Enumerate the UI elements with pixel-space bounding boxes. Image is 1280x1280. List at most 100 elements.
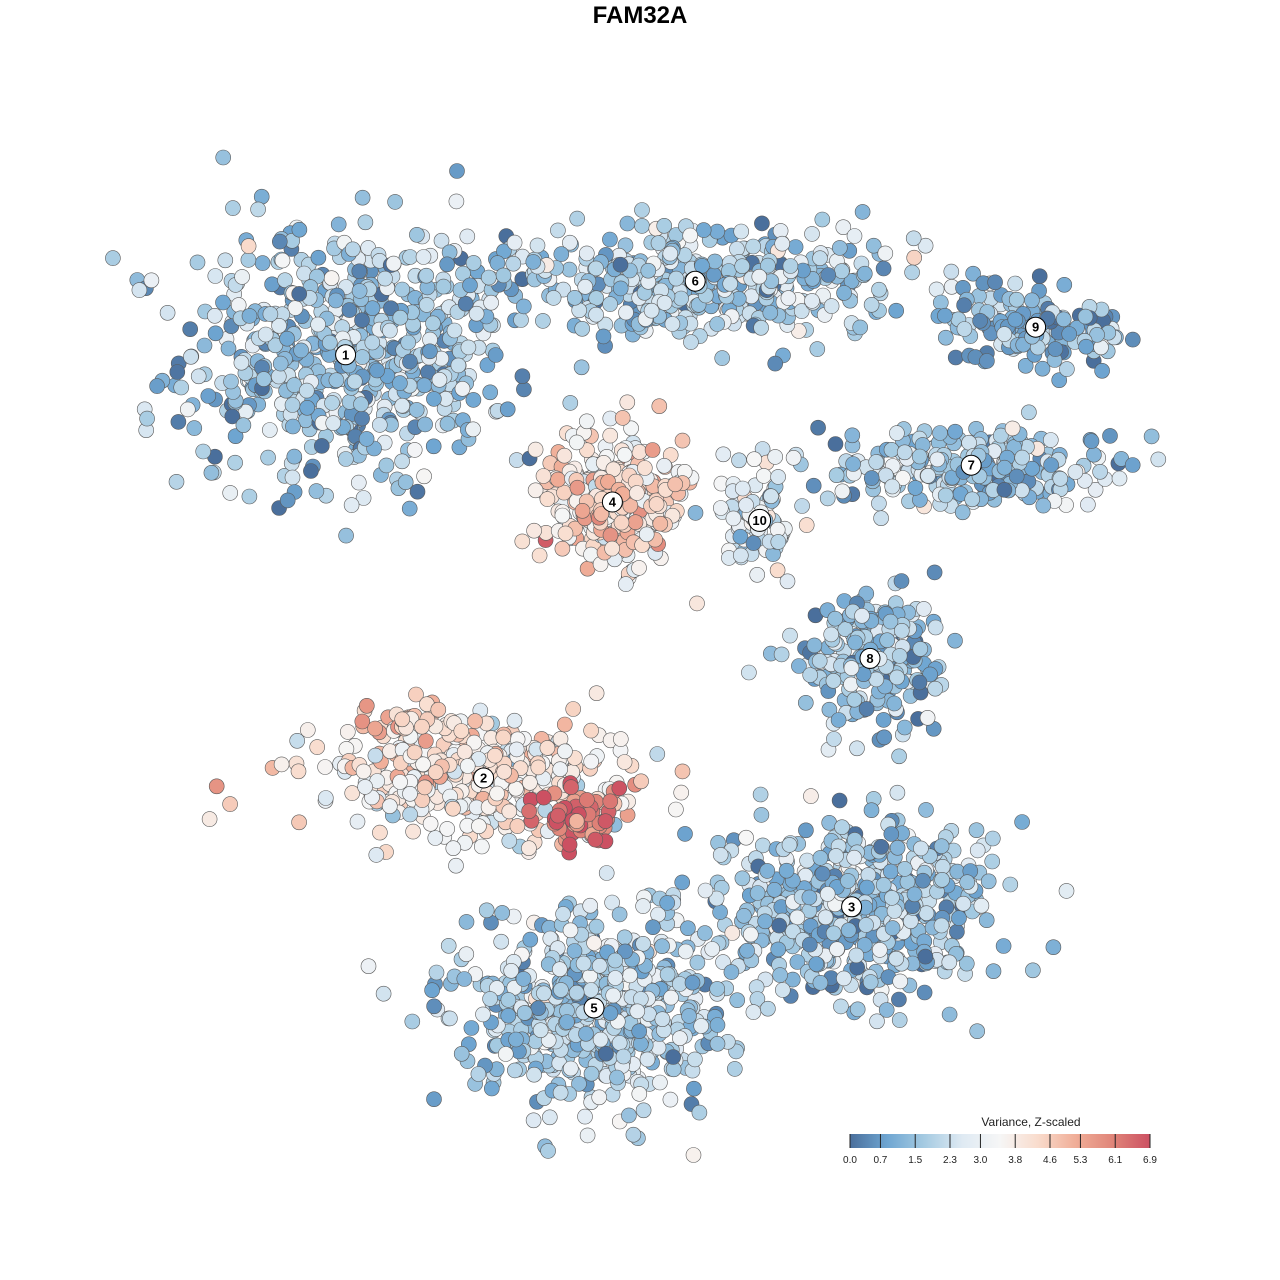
cell-point	[798, 517, 815, 533]
cell-point	[725, 510, 742, 527]
cell-point	[634, 218, 650, 234]
cell-point	[545, 290, 562, 306]
cell-point	[662, 1091, 679, 1108]
cell-point	[1143, 428, 1160, 445]
chart-title: FAM32A	[592, 2, 688, 29]
cell-point	[668, 801, 684, 818]
cell-point	[689, 595, 705, 612]
cell-point	[749, 885, 766, 901]
cell-point	[956, 297, 972, 314]
cell-point	[355, 490, 372, 506]
cell-point	[668, 270, 685, 287]
cell-point	[250, 201, 266, 218]
cell-point	[639, 1051, 656, 1068]
cell-point	[611, 906, 628, 923]
cell-point	[496, 763, 513, 780]
cell-point	[487, 747, 503, 764]
cell-point	[159, 304, 176, 321]
cell-point	[284, 469, 301, 486]
cell-point	[234, 269, 250, 285]
cell-point	[439, 256, 455, 273]
cell-point	[592, 1031, 609, 1048]
cell-point	[568, 984, 585, 1001]
cell-point	[820, 267, 837, 283]
cell-point	[189, 254, 206, 271]
cell-point	[430, 701, 447, 718]
cell-point	[926, 564, 943, 581]
cell-point	[627, 514, 644, 531]
cell-point	[809, 341, 826, 357]
cell-point	[139, 410, 155, 427]
cell-point	[267, 337, 284, 354]
legend-tick-label: 3.8	[1008, 1155, 1022, 1166]
cell-point	[781, 837, 798, 853]
cell-point	[865, 237, 882, 254]
cell-point	[578, 245, 595, 262]
cell-point	[465, 255, 482, 271]
cell-point	[501, 803, 518, 820]
cell-point	[471, 818, 487, 835]
cell-point	[828, 467, 845, 484]
cell-point	[840, 922, 857, 939]
cell-point	[785, 449, 802, 466]
cell-point	[418, 297, 435, 313]
cell-point	[794, 498, 810, 514]
cell-point	[985, 963, 1002, 980]
cell-point	[409, 483, 426, 500]
cell-point	[235, 417, 252, 434]
cell-point	[659, 966, 676, 983]
cell-point	[918, 802, 934, 818]
cell-point	[987, 274, 1003, 291]
cell-point	[629, 1003, 646, 1020]
cell-point	[260, 449, 276, 466]
cell-point	[223, 373, 239, 390]
cell-point	[1047, 341, 1064, 357]
cell-point	[854, 204, 871, 220]
cell-point	[959, 874, 976, 891]
cell-point	[387, 194, 403, 210]
cell-point	[240, 252, 257, 268]
cell-point	[607, 970, 624, 986]
cell-point	[734, 480, 751, 497]
cell-point	[734, 870, 751, 887]
cell-point	[556, 716, 573, 733]
cell-point	[847, 634, 864, 651]
cell-point	[836, 970, 852, 987]
cell-point	[583, 982, 599, 998]
cell-point	[369, 362, 385, 379]
cell-point	[745, 1004, 762, 1020]
cell-point	[577, 1108, 593, 1125]
cell-point	[937, 487, 954, 504]
cell-point	[168, 473, 185, 490]
cell-point	[465, 421, 481, 438]
cell-point	[722, 275, 739, 292]
cell-point	[607, 952, 624, 969]
cell-point	[638, 526, 655, 543]
cell-point	[615, 1048, 632, 1065]
cell-point	[375, 985, 392, 1002]
cell-point	[587, 831, 604, 848]
cell-point	[625, 1126, 642, 1143]
cell-point	[1055, 311, 1072, 328]
cell-point	[915, 601, 932, 617]
cell-point	[515, 298, 532, 315]
cell-point	[578, 1026, 594, 1042]
cell-point	[550, 222, 566, 239]
cell-point	[697, 882, 714, 899]
cell-point	[686, 1080, 702, 1097]
cell-point	[470, 1066, 487, 1082]
cell-point	[364, 334, 381, 351]
cell-point	[726, 1061, 743, 1077]
cell-point	[602, 793, 619, 810]
cell-point	[833, 263, 850, 279]
cell-point	[884, 890, 900, 906]
cell-point	[346, 373, 363, 390]
cell-point	[916, 984, 933, 1001]
cell-point	[173, 379, 189, 396]
cell-point	[875, 877, 892, 893]
cell-point	[1102, 428, 1118, 444]
cell-point	[381, 798, 398, 815]
cell-point	[483, 294, 499, 311]
cell-point	[656, 295, 673, 311]
cell-point	[793, 303, 810, 319]
